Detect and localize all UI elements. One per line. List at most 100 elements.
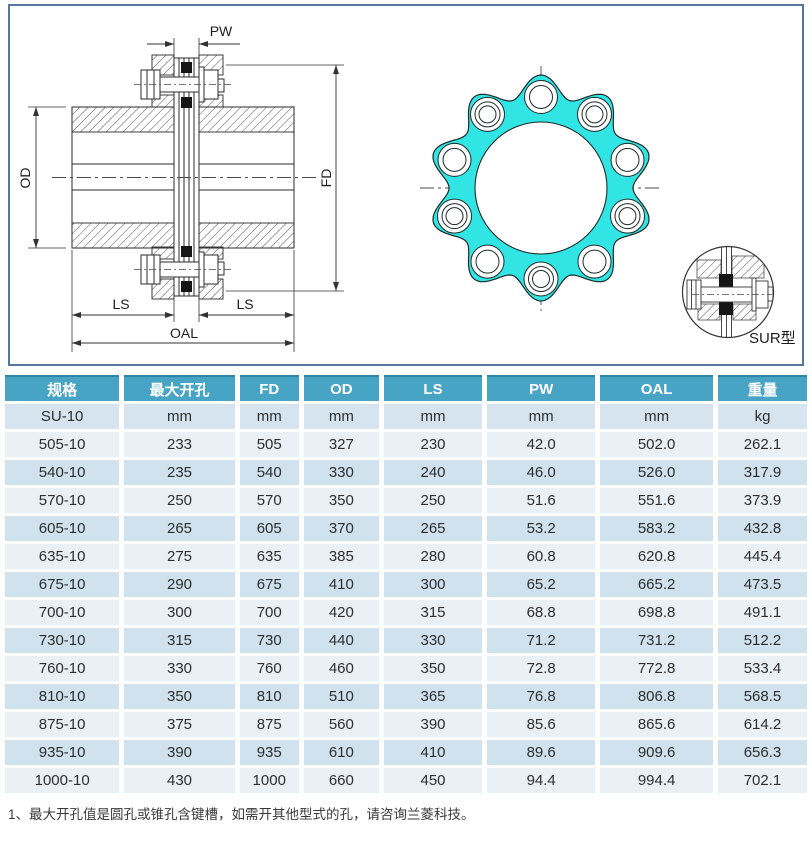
table-row: 760-10 330 760 460 350 72.8 772.8 533.4: [5, 656, 807, 681]
table-cell: 605: [239, 516, 299, 541]
table-cell: 280: [383, 544, 483, 569]
table-cell: 731.2: [600, 628, 713, 653]
bolt-hole: [529, 85, 553, 109]
table-cell: 760-10: [5, 656, 120, 681]
table-row: 1000-10 430 1000 660 450 94.4 994.4 702.1: [5, 768, 807, 793]
flange-bore: [474, 121, 608, 255]
oal-dimension-label: OAL: [170, 325, 198, 341]
table-cell: 317.9: [717, 460, 807, 485]
table-cell: 350: [383, 656, 483, 681]
table-cell: 635-10: [5, 544, 120, 569]
footnote: 1、最大开孔值是圆孔或锥孔含键槽，如需开其他型式的孔，请咨询兰菱科技。: [8, 807, 475, 822]
table-cell: 760: [239, 656, 299, 681]
table-cell: 432.8: [717, 516, 807, 541]
technical-drawing-svg: PW OD FD LS LS OAL: [8, 4, 804, 366]
table-cell: 390: [383, 712, 483, 737]
table-cell: 440: [303, 628, 379, 653]
bolt-hole: [610, 198, 645, 234]
bottom-bolt: [134, 251, 231, 288]
table-cell: 665.2: [600, 572, 713, 597]
table-cell: 233: [124, 432, 235, 457]
table-cell: 675-10: [5, 572, 120, 597]
bolt-hole: [470, 96, 505, 132]
ls-right-dimension-label: LS: [236, 296, 253, 312]
table-row: 730-10 315 730 440 330 71.2 731.2 512.2: [5, 628, 807, 653]
table-header-row: 规格 最大开孔 FD OD LS PW OAL 重量: [5, 375, 807, 401]
table-cell: 410: [303, 572, 379, 597]
table-cell: 570: [239, 488, 299, 513]
table-cell: mm: [383, 404, 483, 429]
table-cell: 570-10: [5, 488, 120, 513]
table-cell: 730: [239, 628, 299, 653]
table-cell: 656.3: [717, 740, 807, 765]
table-cell: 875: [239, 712, 299, 737]
table-cell: mm: [303, 404, 379, 429]
table-cell: 994.4: [600, 768, 713, 793]
table-row: 605-10 265 605 370 265 53.2 583.2 432.8: [5, 516, 807, 541]
table-cell: 390: [124, 740, 235, 765]
table-row: 505-10 233 505 327 230 42.0 502.0 262.1: [5, 432, 807, 457]
sur-detail-drawing: SUR型: [681, 245, 796, 347]
table-cell: 473.5: [717, 572, 807, 597]
table-cell: 235: [124, 460, 235, 485]
bolt-hole: [532, 270, 550, 288]
table-cell: 60.8: [487, 544, 596, 569]
bolt-hole: [618, 207, 637, 226]
table-cell: 698.8: [600, 600, 713, 625]
table-cell: 330: [303, 460, 379, 485]
column-header: PW: [487, 375, 596, 401]
column-header: LS: [383, 375, 483, 401]
table-cell: 300: [124, 600, 235, 625]
table-cell: 430: [124, 768, 235, 793]
table-cell: 85.6: [487, 712, 596, 737]
table-cell: 512.2: [717, 628, 807, 653]
table-cell: 68.8: [487, 600, 596, 625]
column-header: FD: [239, 375, 299, 401]
table-cell: 810: [239, 684, 299, 709]
bolt-hole: [577, 96, 612, 132]
table-cell: 330: [124, 656, 235, 681]
table-cell: 420: [303, 600, 379, 625]
table-cell: 675: [239, 572, 299, 597]
table-cell: 540: [239, 460, 299, 485]
table-row: 810-10 350 810 510 365 76.8 806.8 568.5: [5, 684, 807, 709]
table-row: 570-10 250 570 350 250 51.6 551.6 373.9: [5, 488, 807, 513]
table-cell: 909.6: [600, 740, 713, 765]
table-cell: 330: [383, 628, 483, 653]
table-cell: 620.8: [600, 544, 713, 569]
table-cell: 240: [383, 460, 483, 485]
table-cell: 76.8: [487, 684, 596, 709]
table-cell: 51.6: [487, 488, 596, 513]
table-cell: 450: [383, 768, 483, 793]
disc-pack: [173, 57, 200, 297]
ls-left-dimension-label: LS: [112, 296, 129, 312]
table-cell: 772.8: [600, 656, 713, 681]
table-cell: 583.2: [600, 516, 713, 541]
table-cell: 445.4: [717, 544, 807, 569]
table-cell: SU-10: [5, 404, 120, 429]
sur-type-label: SUR型: [749, 330, 796, 347]
table-cell: 71.2: [487, 628, 596, 653]
table-cell: 94.4: [487, 768, 596, 793]
table-cell: 250: [124, 488, 235, 513]
table-row: 635-10 275 635 385 280 60.8 620.8 445.4: [5, 544, 807, 569]
bolt-hole: [528, 266, 554, 292]
spec-table-container: 规格 最大开孔 FD OD LS PW OAL 重量 SU-10 mm mm mm mm mm mm kg 5…: [0, 372, 812, 796]
column-header: 最大开孔: [124, 375, 235, 401]
table-cell: 526.0: [600, 460, 713, 485]
table-cell: 935-10: [5, 740, 120, 765]
flange-front-view: [420, 66, 663, 311]
table-cell: 510: [303, 684, 379, 709]
table-cell: 635: [239, 544, 299, 569]
table-cell: 935: [239, 740, 299, 765]
table-cell: 250: [383, 488, 483, 513]
column-header: OD: [303, 375, 379, 401]
table-cell: 265: [124, 516, 235, 541]
table-cell: 370: [303, 516, 379, 541]
table-cell: 53.2: [487, 516, 596, 541]
bolt-hole: [442, 147, 467, 172]
table-cell: 614.2: [717, 712, 807, 737]
table-cell: 42.0: [487, 432, 596, 457]
table-cell: 660: [303, 768, 379, 793]
table-cell: 46.0: [487, 460, 596, 485]
